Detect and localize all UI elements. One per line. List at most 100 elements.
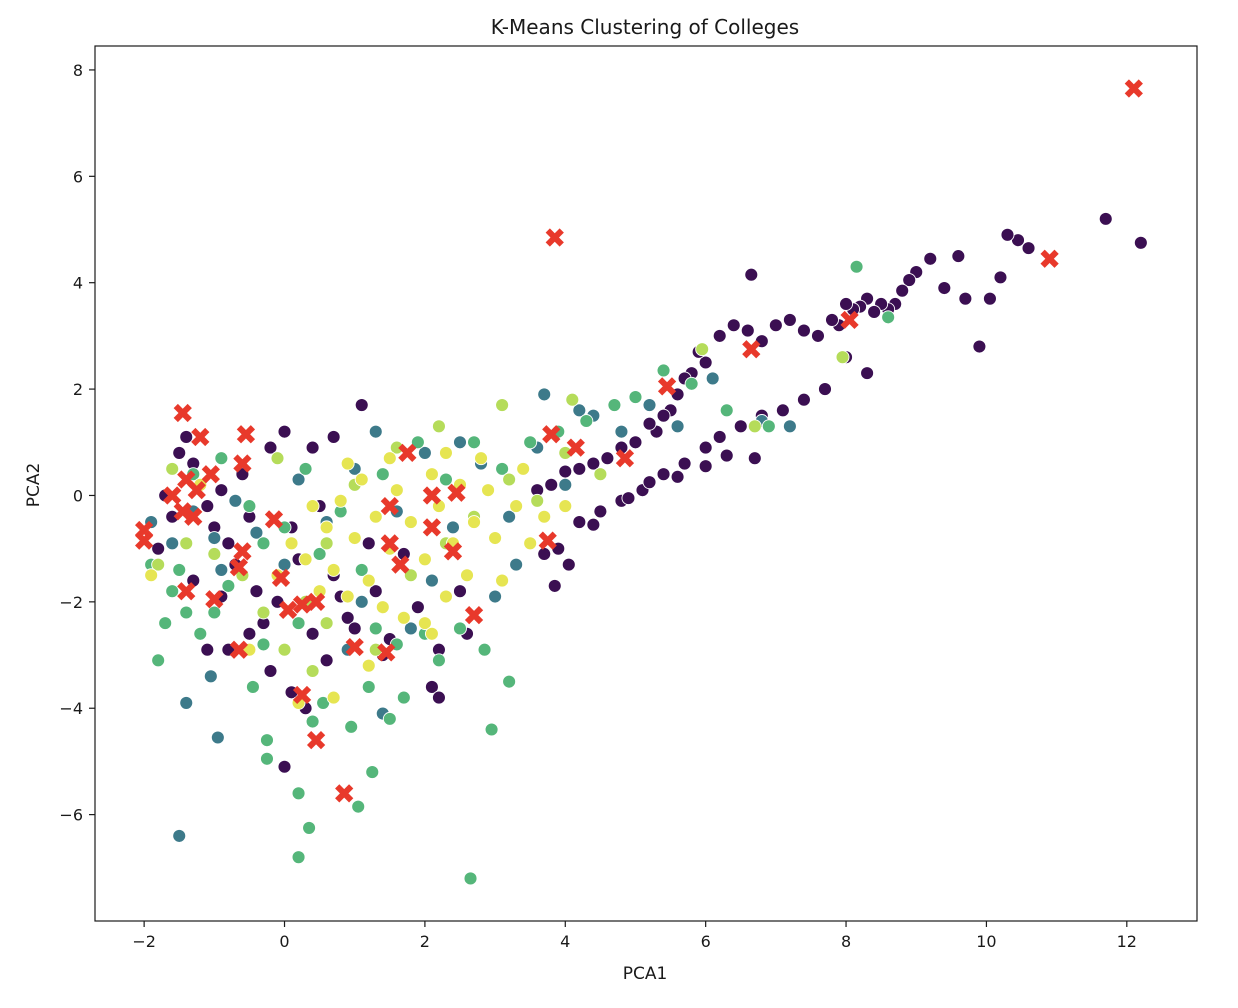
data-point <box>179 605 194 620</box>
data-point <box>263 440 278 455</box>
data-point <box>284 536 299 551</box>
data-point <box>291 616 306 631</box>
centroid-marker <box>380 496 399 516</box>
data-point <box>165 536 180 551</box>
centroid-marker <box>184 507 203 526</box>
data-point <box>593 504 608 519</box>
data-point <box>453 584 467 599</box>
data-point <box>698 459 713 474</box>
data-point <box>260 733 274 748</box>
data-point <box>172 828 187 843</box>
data-point <box>860 366 875 381</box>
data-point <box>242 626 257 641</box>
centroids-layer <box>135 79 1143 803</box>
data-point <box>488 531 503 545</box>
data-point <box>305 714 320 729</box>
centroid-marker <box>233 542 252 561</box>
x-tick-label: 6 <box>701 932 711 951</box>
data-point <box>179 430 194 444</box>
data-point <box>151 557 166 572</box>
data-point <box>849 259 864 274</box>
data-point <box>256 637 271 652</box>
centroid-marker <box>742 340 761 359</box>
centroid-marker <box>306 731 326 750</box>
centroid-marker <box>306 592 326 611</box>
data-point <box>446 520 460 535</box>
data-point <box>270 451 285 466</box>
data-point <box>396 690 411 705</box>
data-point <box>165 584 180 599</box>
data-point <box>565 392 580 407</box>
data-point <box>151 653 166 668</box>
data-point <box>361 536 376 551</box>
x-tick-label: 4 <box>560 932 570 951</box>
data-point <box>467 515 481 530</box>
data-point <box>642 398 657 412</box>
data-point <box>677 456 692 471</box>
data-point <box>523 435 538 450</box>
data-point <box>881 310 896 325</box>
centroid-marker <box>236 425 256 444</box>
centroid-marker <box>278 600 298 619</box>
data-point <box>712 328 727 343</box>
data-point <box>347 531 362 545</box>
centroid-marker <box>1040 249 1059 268</box>
data-point <box>818 382 832 397</box>
centroid-marker <box>173 502 192 521</box>
x-tick-label: 10 <box>976 932 996 951</box>
x-tick-label: 0 <box>279 932 289 951</box>
data-point <box>607 398 622 412</box>
data-point <box>361 680 376 694</box>
data-point <box>368 584 383 599</box>
centroid-marker <box>135 531 154 550</box>
data-point <box>867 305 882 319</box>
data-point <box>621 491 636 506</box>
data-point <box>839 297 853 311</box>
data-point <box>361 658 376 673</box>
x-axis-label: PCA1 <box>623 964 668 984</box>
data-point <box>895 283 910 298</box>
centroid-marker <box>542 425 561 444</box>
data-point <box>403 515 418 530</box>
data-point <box>221 578 236 593</box>
data-point <box>796 392 811 407</box>
data-point <box>256 536 271 551</box>
centroid-marker <box>233 454 252 473</box>
data-point <box>302 820 317 835</box>
y-tick-label: 6 <box>73 167 83 186</box>
centroid-marker <box>177 582 196 601</box>
data-point <box>509 499 524 514</box>
data-point <box>403 568 418 583</box>
data-point <box>305 440 320 455</box>
centroid-marker <box>229 640 249 659</box>
x-axis-ticks: −2 0 2 4 6 8 10 12 <box>132 921 1137 951</box>
data-point <box>460 568 474 583</box>
data-point <box>719 403 734 418</box>
data-point <box>193 626 208 641</box>
y-tick-label: 0 <box>73 486 83 505</box>
data-point <box>396 610 411 625</box>
data-point <box>305 499 320 514</box>
data-point <box>796 323 811 338</box>
centroid-marker <box>398 443 417 463</box>
centroid-marker <box>1124 79 1143 98</box>
data-point <box>495 573 510 588</box>
data-point <box>572 403 587 418</box>
data-point <box>221 536 236 551</box>
data-point <box>165 461 180 476</box>
data-point <box>561 557 576 572</box>
centroid-marker <box>191 427 210 447</box>
y-tick-label: −6 <box>59 806 83 825</box>
data-point <box>695 342 710 357</box>
data-point <box>368 621 383 636</box>
y-axis-ticks: −6 −4 −2 0 2 4 6 8 <box>59 61 95 825</box>
data-point <box>365 765 380 780</box>
data-point <box>558 499 573 514</box>
data-point <box>656 467 671 482</box>
centroid-marker <box>201 465 220 484</box>
centroid-marker <box>292 685 312 705</box>
data-point <box>319 653 334 668</box>
data-point <box>530 493 545 508</box>
data-point <box>547 578 562 593</box>
data-point <box>628 390 643 405</box>
